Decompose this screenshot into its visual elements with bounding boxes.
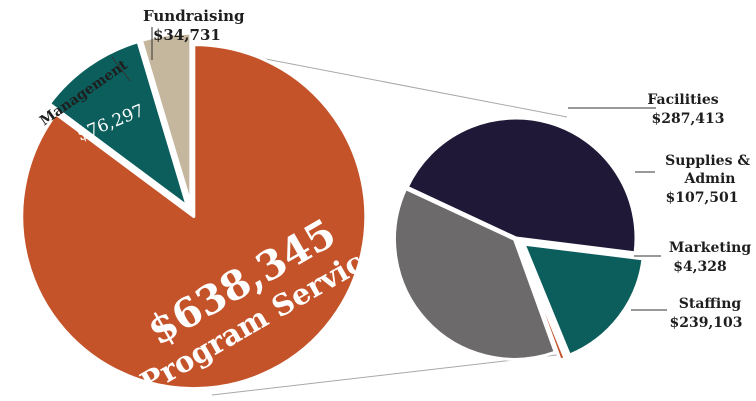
pie-slice-supplies-admin	[522, 242, 645, 357]
value-facilities: $287,413	[651, 111, 724, 127]
label-fundraising: Fundraising	[143, 7, 245, 25]
label-facilities: Facilities	[647, 92, 718, 108]
breakdown-pie	[393, 116, 645, 362]
leader-line-management	[111, 56, 131, 82]
pie-slice-management	[47, 40, 189, 208]
pie-slice-fundraising	[139, 31, 193, 207]
pie-slice-marketing	[518, 245, 567, 362]
label-staffing: Staffing	[679, 296, 742, 312]
pie-slice-staffing	[393, 187, 557, 361]
label-marketing: Marketing	[669, 240, 752, 256]
main-pie	[20, 31, 368, 391]
pie-slice-facilities	[405, 116, 638, 255]
pie-slice-program-services	[20, 43, 368, 391]
value-supplies-admin: $107,501	[665, 190, 738, 206]
label-supplies-admin: Supplies & Admin	[665, 153, 755, 187]
value-staffing: $239,103	[669, 315, 742, 331]
value-fundraising: $34,731	[153, 26, 221, 44]
value-marketing: $4,328	[673, 259, 727, 275]
connector-line-bottom	[211, 353, 566, 396]
